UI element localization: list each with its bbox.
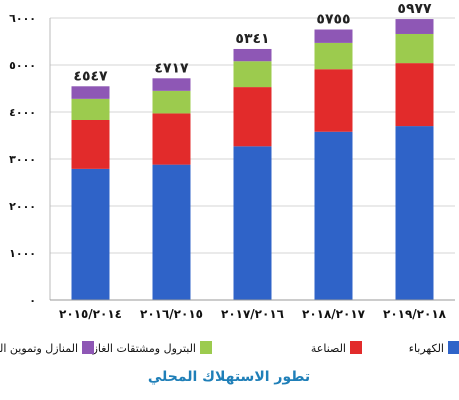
total-label: ٥٧٥٥ [316, 12, 350, 28]
bar-segment [395, 19, 434, 34]
bar-segment [314, 69, 353, 132]
bar-segment [71, 98, 110, 120]
legend: الكهرباء الصناعة البترول ومشتقات الغاز المن… [0, 341, 459, 355]
x-tick-label: ٢٠١٨/٢٠١٧ [302, 307, 366, 321]
bar-segment [71, 168, 110, 300]
legend-swatch [200, 341, 212, 354]
x-tick-label: ٢٠١٧/٢٠١٦ [221, 307, 284, 321]
data-labels: ٤٥٤٧ ٤٧١٧ ٥٣٤١ ٥٧٥٥ ٥٩٧٧ [73, 1, 432, 84]
x-tick-label: ٢٠١٥/٢٠١٤ [59, 307, 122, 321]
total-label: ٥٣٤١ [235, 31, 269, 47]
y-tick-label: ١٠٠٠ [9, 247, 36, 260]
bar-segment [152, 78, 191, 91]
y-tick-label: ٣٠٠٠ [9, 153, 36, 166]
legend-label: المنازل وتموين السيارات [0, 342, 78, 355]
bar-segment [395, 33, 434, 64]
x-tick-label: ٢٠١٦/٢٠١٥ [140, 307, 203, 321]
x-tick-label: ٢٠١٩/٢٠١٨ [383, 307, 447, 321]
y-tick-label: ٥٠٠٠ [9, 59, 36, 72]
chart-title: تطور الاستهلاك المحلي [148, 369, 310, 385]
legend-swatch [448, 341, 459, 354]
bar-segment [233, 61, 272, 88]
bar-segment [71, 86, 110, 99]
legend-swatch [350, 341, 362, 354]
legend-item: الكهرباء [409, 341, 459, 355]
y-tick-label: ٢٠٠٠ [9, 200, 36, 213]
y-tick-label: ٠ [29, 294, 36, 307]
bars [71, 19, 434, 300]
legend-label: الصناعة [311, 342, 346, 355]
bar-segment [314, 29, 353, 43]
bar-segment [152, 113, 191, 165]
bar-segment [152, 90, 191, 114]
bar-segment [233, 48, 272, 62]
bar-segment [71, 119, 110, 169]
total-label: ٤٥٤٧ [73, 68, 108, 84]
total-label: ٤٧١٧ [154, 60, 189, 76]
total-label: ٥٩٧٧ [397, 1, 432, 17]
bar-segment [314, 131, 353, 300]
legend-item: البترول ومشتقات الغاز [92, 341, 212, 355]
y-tick-label: ٤٠٠٠ [9, 106, 36, 119]
bar-segment [395, 126, 434, 300]
axes: ٠ ١٠٠٠ ٢٠٠٠ ٣٠٠٠ ٤٠٠٠ ٥٠٠٠ ٦٠٠٠ ٢٠١٥/٢٠١٤ ٢٠١٦/٢… [9, 12, 455, 321]
legend-item: الصناعة [311, 341, 362, 355]
y-tick-label: ٦٠٠٠ [9, 12, 36, 25]
bar-segment [233, 146, 272, 300]
legend-item: المنازل وتموين السيارات [0, 341, 94, 355]
legend-label: البترول ومشتقات الغاز [92, 342, 196, 355]
legend-swatch [82, 341, 94, 354]
bar-segment [314, 42, 353, 70]
legend-label: الكهرباء [409, 342, 444, 355]
bar-segment [152, 164, 191, 300]
bar-segment [395, 63, 434, 127]
bar-segment [233, 87, 272, 147]
